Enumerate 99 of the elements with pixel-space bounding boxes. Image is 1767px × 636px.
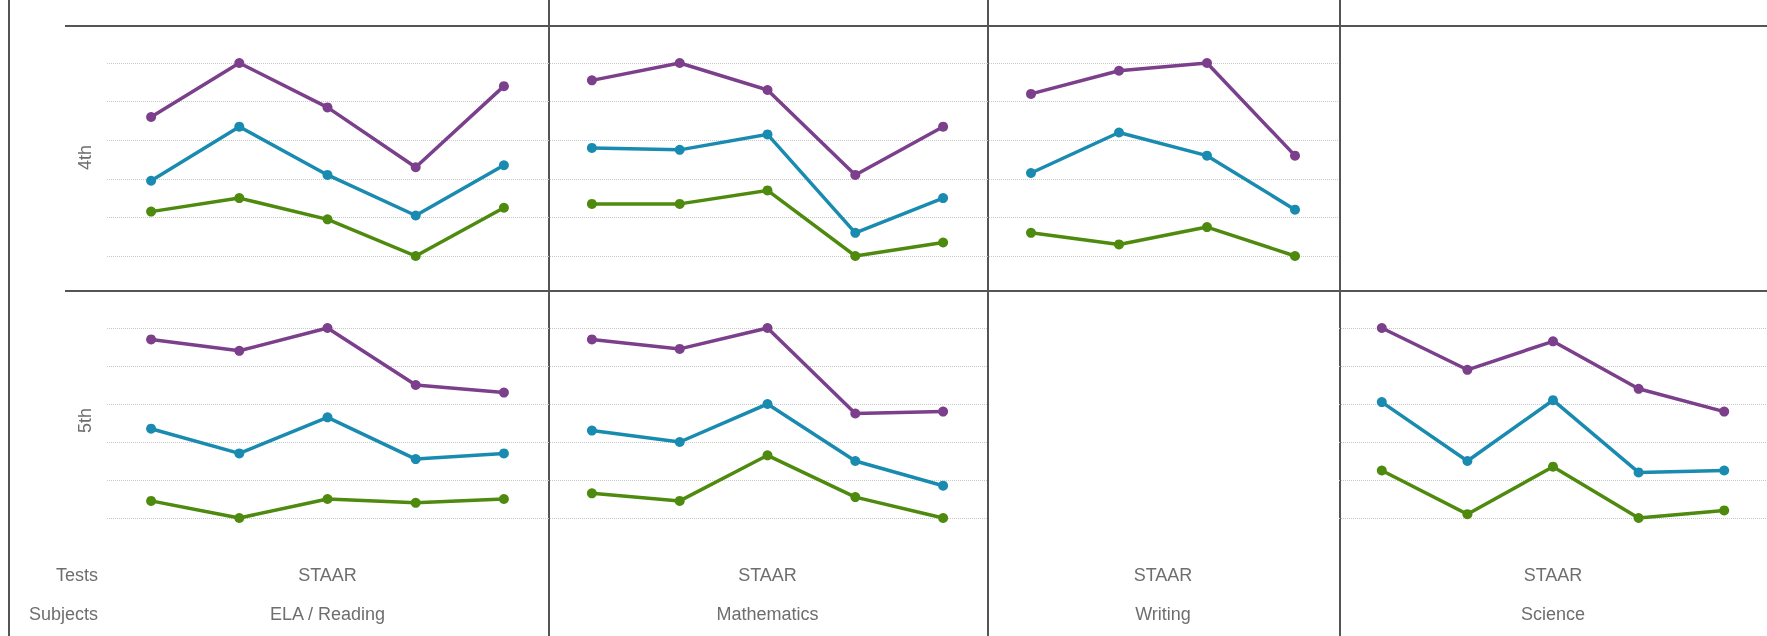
point: [586, 425, 597, 436]
point: [674, 144, 685, 155]
point: [850, 227, 861, 238]
point: [1026, 227, 1036, 238]
point: [498, 387, 509, 398]
point: [938, 513, 949, 523]
point: [1376, 465, 1387, 476]
point: [146, 423, 157, 434]
point: [1202, 150, 1212, 161]
point: [498, 448, 509, 459]
point: [1633, 383, 1644, 394]
point: [674, 58, 685, 68]
point: [234, 345, 245, 356]
point: [762, 399, 773, 409]
point: [1114, 65, 1124, 76]
point: [234, 448, 245, 459]
text: Subjects: [28, 604, 98, 625]
point: [938, 237, 949, 248]
y-axis-title: 4th: [74, 144, 96, 170]
point: [410, 162, 421, 173]
point: [1633, 467, 1644, 478]
point: [586, 488, 597, 499]
point: [674, 198, 685, 209]
point: [1114, 239, 1124, 250]
point: [410, 497, 421, 508]
point: [586, 198, 597, 209]
point: [1376, 397, 1387, 408]
y-axis-title: 5th: [74, 407, 96, 434]
point: [322, 323, 333, 333]
point: [146, 495, 157, 506]
point: [938, 121, 949, 132]
point: [586, 75, 597, 86]
point: [322, 102, 333, 113]
point: [410, 251, 421, 261]
point: [762, 129, 773, 140]
point: [234, 121, 245, 132]
point: [850, 456, 861, 466]
point: [498, 81, 509, 92]
point: [1114, 127, 1124, 138]
point: [146, 112, 157, 123]
point: [586, 142, 597, 153]
point: [1026, 88, 1036, 99]
x-axis-title: Science: [1520, 604, 1586, 625]
point: [1202, 58, 1212, 68]
point: [322, 169, 333, 180]
point: [1633, 513, 1644, 523]
point: [410, 380, 421, 390]
point: [674, 437, 685, 447]
point: [498, 202, 509, 213]
point: [850, 492, 861, 503]
point: [762, 185, 773, 196]
x-axis-title: Writing: [1135, 604, 1191, 625]
text: STAAR: [1133, 565, 1193, 586]
point: [1026, 168, 1036, 179]
text: STAAR: [298, 565, 357, 586]
point: [1462, 509, 1473, 520]
point: [938, 193, 949, 204]
x-axis-title: ELA / Reading: [269, 604, 386, 625]
point: [674, 495, 685, 506]
point: [762, 323, 773, 333]
point: [322, 494, 333, 504]
text: Tests: [55, 565, 98, 586]
point: [1290, 251, 1300, 261]
x-axis-title: Mathematics: [716, 604, 819, 625]
point: [1548, 461, 1558, 472]
point: [938, 406, 949, 417]
point: [146, 206, 157, 217]
point: [1202, 222, 1212, 233]
point: [674, 343, 685, 354]
point: [1290, 150, 1300, 161]
point: [1548, 395, 1558, 406]
point: [322, 412, 333, 423]
point: [1548, 336, 1558, 347]
point: [410, 210, 421, 221]
point: [498, 160, 509, 171]
point: [498, 494, 509, 504]
point: [234, 513, 245, 523]
point: [410, 454, 421, 465]
point: [850, 408, 861, 419]
point: [1719, 406, 1730, 417]
point: [850, 251, 861, 261]
point: [938, 480, 949, 491]
point: [762, 85, 773, 96]
point: [322, 214, 333, 225]
point: [1462, 456, 1473, 466]
point: [762, 450, 773, 461]
point: [1376, 323, 1387, 333]
point: [586, 334, 597, 345]
point: [1719, 465, 1730, 476]
point: [1290, 204, 1300, 215]
point: [850, 169, 861, 180]
point: [146, 334, 157, 345]
point: [234, 58, 245, 68]
point: [146, 175, 157, 186]
text: STAAR: [1523, 565, 1583, 586]
text: STAAR: [738, 565, 797, 586]
point: [1719, 505, 1730, 516]
point: [234, 193, 245, 204]
point: [1462, 364, 1473, 375]
